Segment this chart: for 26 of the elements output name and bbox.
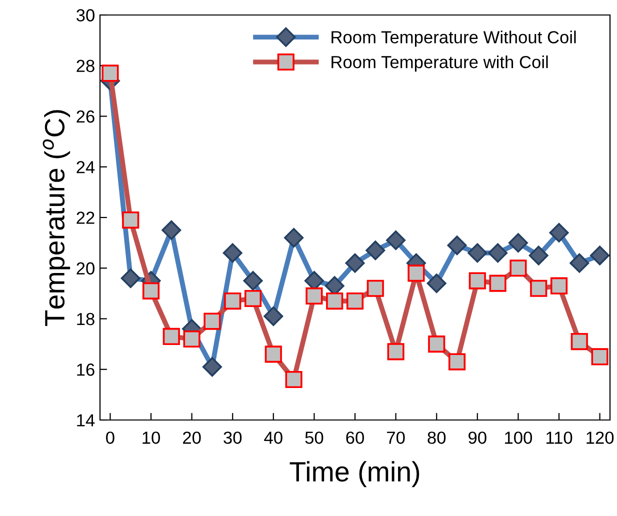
x-tick-label: 110 xyxy=(546,432,572,444)
x-tick-label: 100 xyxy=(505,432,532,444)
x-tick-label: 30 xyxy=(224,432,242,444)
x-tick-label: 120 xyxy=(586,432,614,444)
x-tick-label: 20 xyxy=(183,432,201,444)
x-tick-label: 50 xyxy=(305,432,324,444)
x-tick-label: 90 xyxy=(468,432,486,444)
x-tick-label: 70 xyxy=(387,432,405,444)
y-tick-label: 14 xyxy=(77,414,95,426)
y-tick-label: 24 xyxy=(76,161,95,174)
x-tick-label: 0 xyxy=(106,432,114,444)
y-tick-label: 20 xyxy=(76,262,94,275)
y-tick-label: 22 xyxy=(76,212,94,224)
y-tick-label: 28 xyxy=(76,60,94,72)
x-axis-title: Time (min) xyxy=(290,461,420,488)
legend-label: Room Temperature Without Coil xyxy=(332,30,576,47)
y-tick-label: 26 xyxy=(76,110,94,123)
y-axis-title: Temperature ($^{o}$C) xyxy=(42,110,70,326)
y-tick-label: 30 xyxy=(76,9,94,22)
y-tick-label: 18 xyxy=(77,312,94,326)
x-tick-label: 60 xyxy=(346,432,364,444)
y-tick-label: 16 xyxy=(77,364,94,376)
x-tick-label: 10 xyxy=(142,432,160,444)
x-tick-label: 40 xyxy=(264,432,282,444)
legend-label: Room Temperature with Coil xyxy=(332,55,548,72)
x-tick-label: 80 xyxy=(428,432,446,444)
